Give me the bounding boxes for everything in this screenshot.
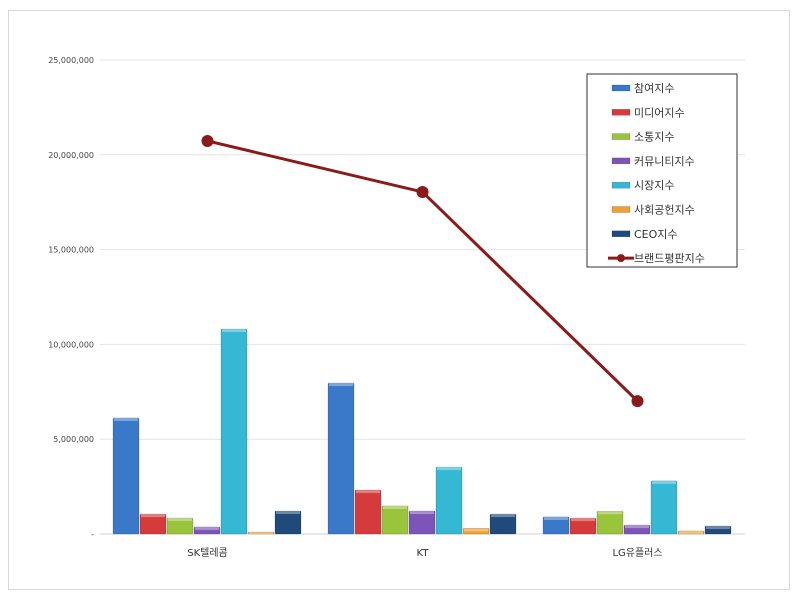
bar-사회공헌지수 — [462, 528, 490, 535]
bar-highlight — [329, 383, 353, 387]
legend-label: 브랜드평판지수 — [634, 252, 705, 265]
bar-사회공헌지수 — [677, 530, 705, 535]
bar-highlight — [168, 518, 192, 522]
bar-커뮤니티지수 — [408, 510, 436, 535]
bar-소통지수 — [166, 517, 194, 535]
bar-참여지수 — [327, 382, 355, 535]
bar-highlight — [276, 511, 300, 515]
bar-highlight — [437, 467, 461, 471]
bar-참여지수 — [112, 417, 140, 535]
bar-미디어지수 — [569, 517, 597, 535]
bar-CEO지수 — [704, 525, 732, 535]
y-tick-label: 20,000,000 — [48, 151, 94, 160]
legend-label: 커뮤니티지수 — [634, 155, 695, 168]
legend-swatch — [611, 133, 631, 140]
legend-swatch — [611, 109, 631, 116]
bar-커뮤니티지수 — [193, 526, 221, 535]
y-tick-label: - — [91, 530, 94, 539]
x-tick-label: SK텔레콤 — [187, 547, 228, 559]
chart-frame — [8, 10, 790, 590]
bar-시장지수 — [435, 466, 463, 535]
bar-highlight — [679, 530, 703, 534]
bar-highlight — [571, 518, 595, 522]
bar-참여지수 — [542, 516, 570, 535]
bar-highlight — [410, 511, 434, 515]
y-tick-label: 5,000,000 — [53, 435, 94, 444]
bar-highlight — [464, 528, 488, 532]
bar-소통지수 — [381, 505, 409, 535]
line-브랜드평판지수 — [207, 139, 639, 403]
bar-highlight — [598, 511, 622, 515]
legend-swatch — [611, 84, 631, 92]
bar-CEO지수 — [274, 510, 302, 535]
bar-highlight — [652, 480, 676, 484]
legend-label: 미디어지수 — [634, 106, 685, 119]
line-point — [631, 395, 644, 408]
legend-swatch — [611, 157, 631, 165]
bar-highlight — [356, 490, 380, 494]
y-tick-label: 25,000,000 — [48, 56, 94, 65]
bar-highlight — [706, 526, 730, 530]
bar-highlight — [249, 532, 273, 534]
line-point — [416, 185, 429, 198]
line-point — [201, 134, 214, 147]
legend-marker — [617, 254, 625, 263]
y-tick-label: 10,000,000 — [48, 340, 94, 349]
legend-swatch — [611, 206, 631, 213]
bar-시장지수 — [220, 328, 248, 535]
bar-CEO지수 — [489, 513, 517, 535]
bar-미디어지수 — [354, 489, 382, 535]
legend-swatch — [611, 181, 631, 189]
bar-highlight — [383, 505, 407, 509]
bar-highlight — [491, 514, 515, 518]
bar-커뮤니티지수 — [623, 524, 651, 535]
legend-label: 참여지수 — [634, 82, 674, 95]
bar-highlight — [544, 516, 568, 520]
bar-highlight — [195, 526, 219, 530]
bar-highlight — [114, 417, 138, 421]
legend-label: CEO지수 — [634, 228, 678, 241]
x-tick-label: KT — [417, 548, 430, 559]
legend-swatch — [611, 230, 631, 238]
bar-사회공헌지수 — [247, 531, 275, 535]
bar-highlight — [222, 329, 246, 333]
x-tick-label: LG유플러스 — [612, 547, 662, 559]
bar-소통지수 — [596, 510, 624, 535]
legend-label: 시장지수 — [634, 179, 674, 192]
bar-미디어지수 — [139, 513, 167, 535]
bar-highlight — [625, 525, 649, 529]
bar-시장지수 — [650, 480, 678, 535]
y-tick-label: 15,000,000 — [48, 246, 94, 255]
legend-label: 소통지수 — [634, 131, 674, 144]
bar-highlight — [141, 514, 165, 518]
legend-label: 사회공헌지수 — [634, 204, 695, 217]
